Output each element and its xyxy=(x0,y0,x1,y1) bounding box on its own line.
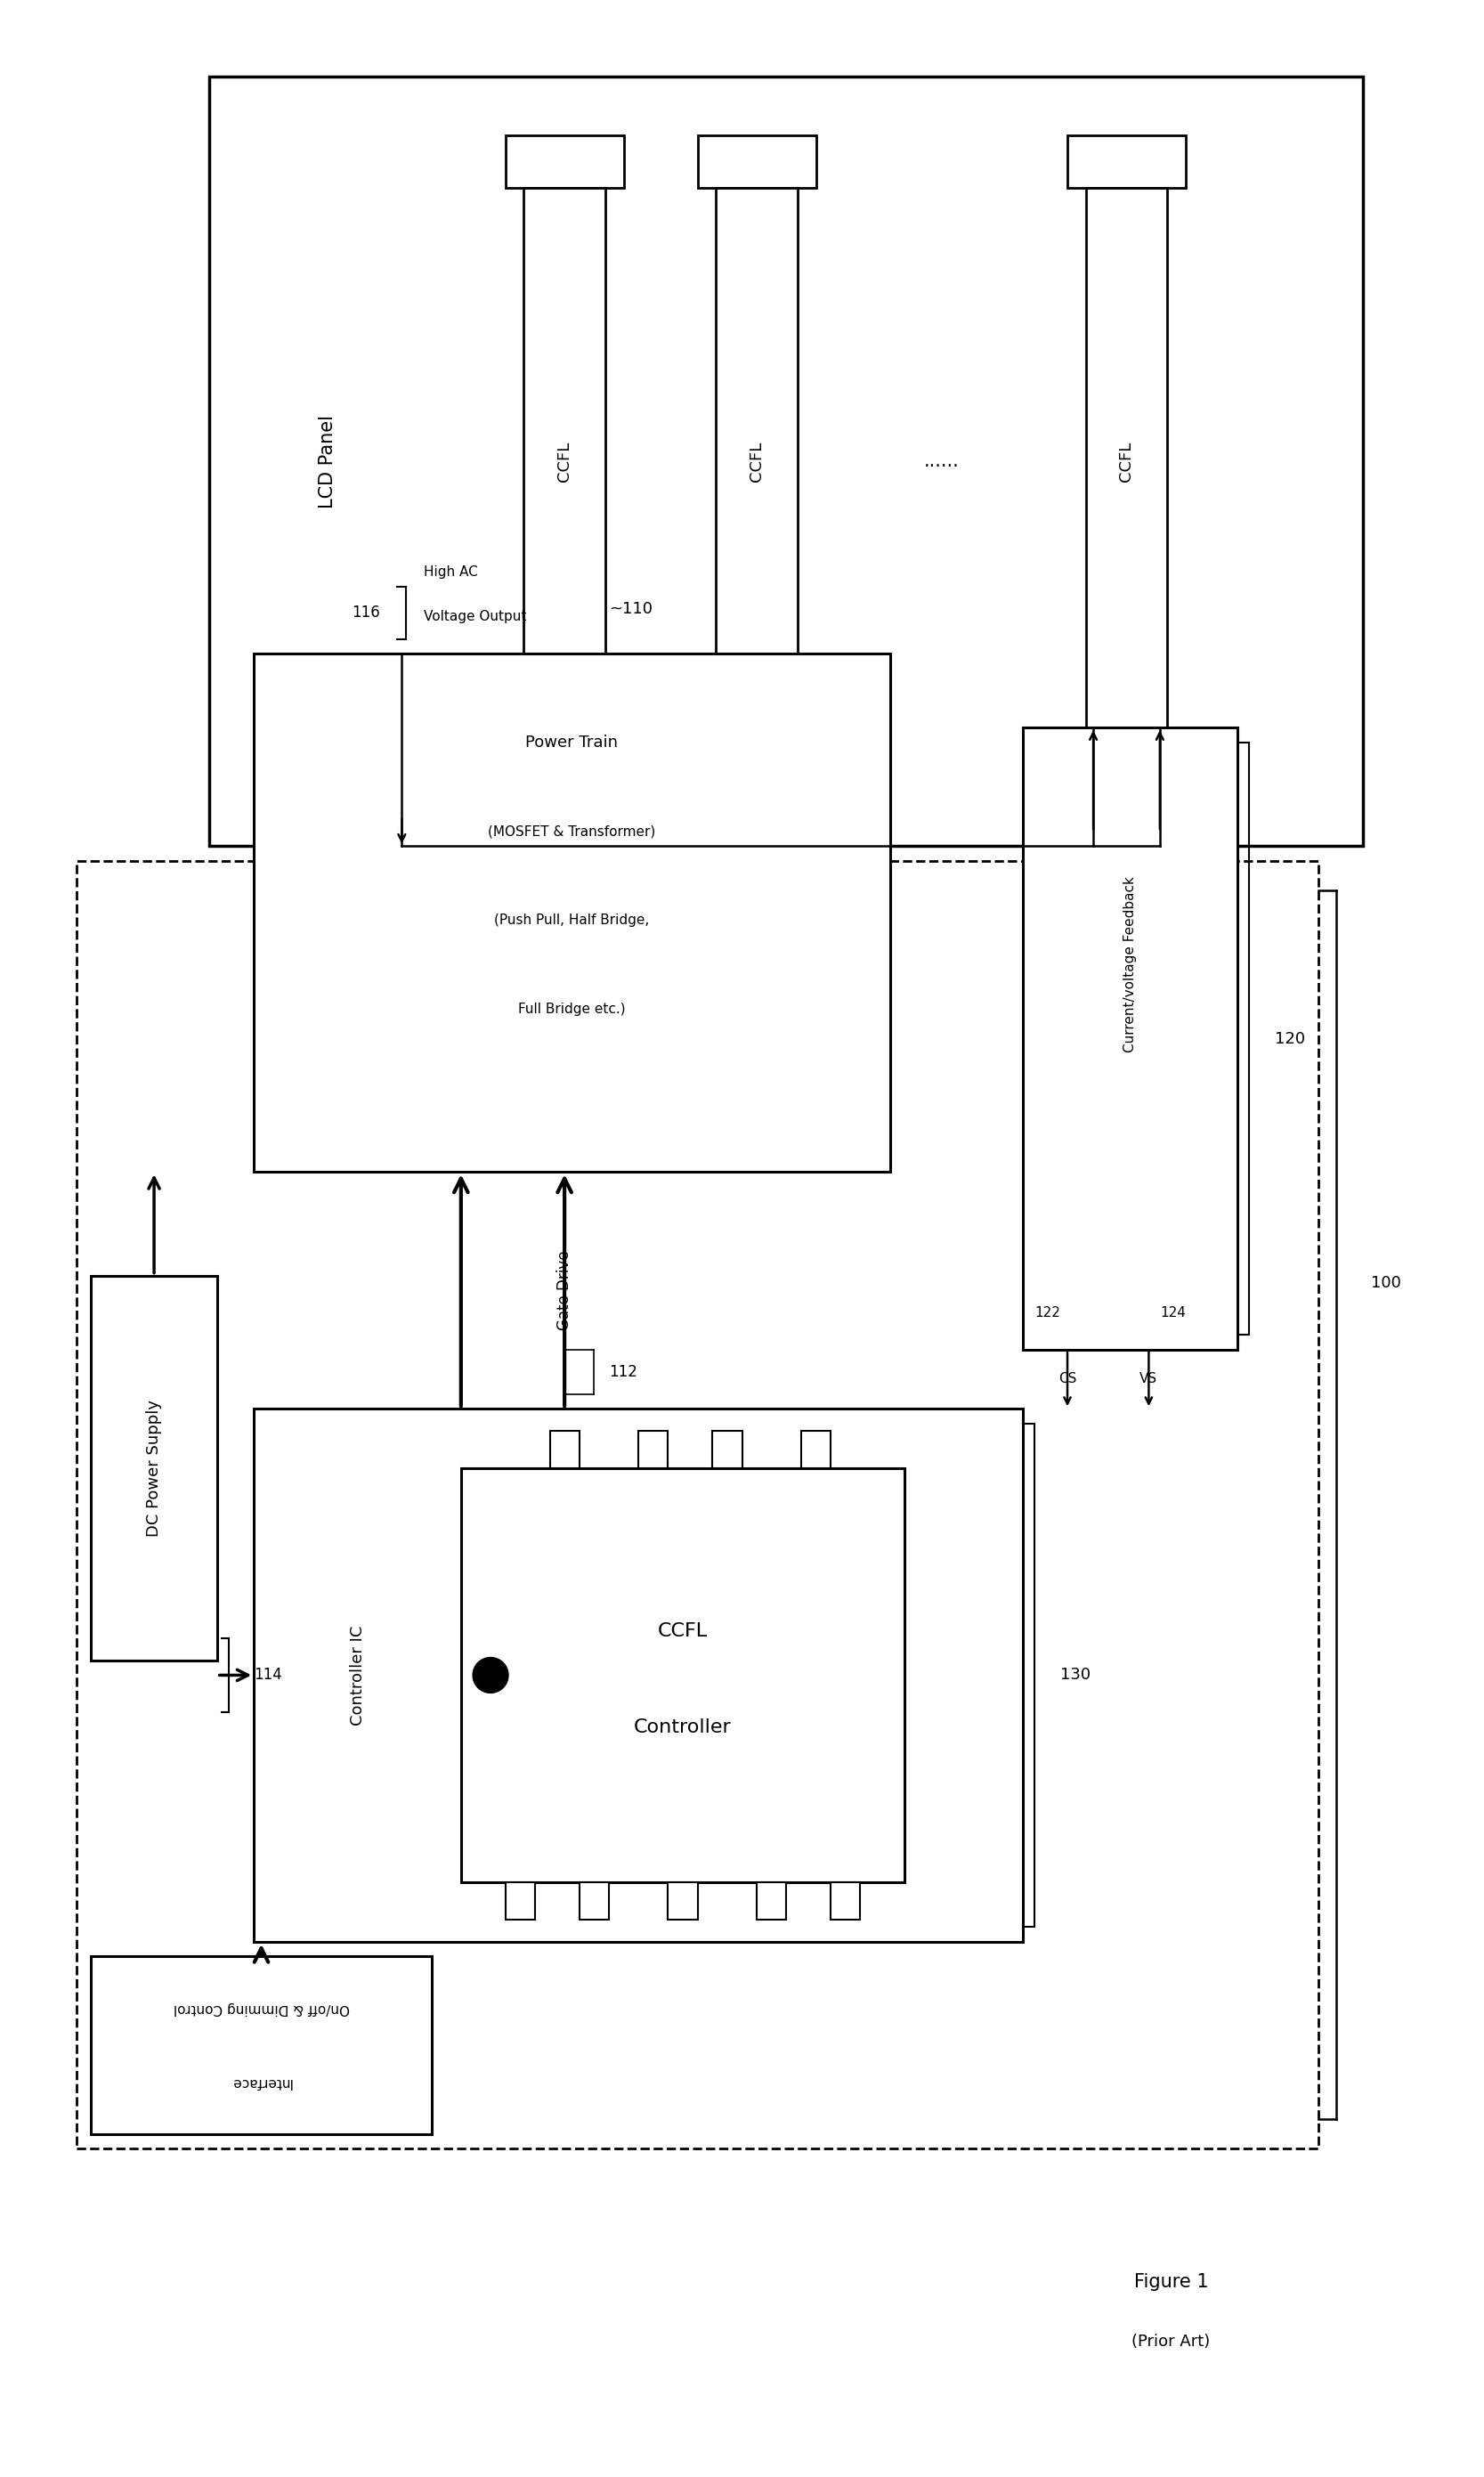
Text: CCFL: CCFL xyxy=(657,1622,708,1640)
Bar xyxy=(524,188,605,788)
Bar xyxy=(579,1883,608,1920)
Text: CCFL: CCFL xyxy=(749,441,764,481)
Bar xyxy=(549,1432,579,1469)
Text: 112: 112 xyxy=(608,1365,637,1380)
Text: Controller IC: Controller IC xyxy=(349,1625,365,1724)
Bar xyxy=(506,788,623,840)
Text: Figure 1: Figure 1 xyxy=(1134,2274,1208,2291)
Text: (MOSFET & Transformer): (MOSFET & Transformer) xyxy=(488,825,656,837)
Text: Power Train: Power Train xyxy=(525,736,619,751)
Bar xyxy=(209,77,1364,847)
Text: LCD Panel: LCD Panel xyxy=(319,414,337,508)
Text: ~110: ~110 xyxy=(610,602,653,617)
Text: Current/voltage Feedback: Current/voltage Feedback xyxy=(1123,877,1137,1053)
Bar xyxy=(1067,788,1186,840)
Bar xyxy=(668,1883,697,1920)
Text: 130: 130 xyxy=(1060,1667,1091,1684)
Bar xyxy=(1086,188,1168,788)
Text: Controller: Controller xyxy=(634,1719,732,1736)
Text: CCFL: CCFL xyxy=(1119,441,1135,481)
Bar xyxy=(91,1957,432,2135)
Bar xyxy=(831,1883,861,1920)
Text: CS: CS xyxy=(1058,1372,1076,1385)
Bar xyxy=(757,1883,787,1920)
Bar xyxy=(1022,728,1238,1350)
Bar xyxy=(462,1469,905,1883)
Bar xyxy=(697,788,816,840)
Circle shape xyxy=(473,1657,509,1692)
Text: CCFL: CCFL xyxy=(556,441,573,481)
Text: Interface: Interface xyxy=(230,2076,292,2088)
Text: Voltage Output: Voltage Output xyxy=(424,609,527,624)
Text: On/off & Dimming Control: On/off & Dimming Control xyxy=(174,2001,350,2014)
Text: DC Power Supply: DC Power Supply xyxy=(145,1400,162,1536)
Bar xyxy=(801,1432,831,1469)
Bar xyxy=(717,188,797,788)
Text: 120: 120 xyxy=(1275,1030,1304,1048)
Bar xyxy=(254,654,890,1172)
Text: 114: 114 xyxy=(254,1667,282,1684)
Text: Gate Drive: Gate Drive xyxy=(556,1251,573,1330)
Bar xyxy=(1067,136,1186,188)
Bar xyxy=(254,1409,1022,1942)
Text: 124: 124 xyxy=(1160,1305,1186,1320)
Bar xyxy=(506,1883,534,1920)
Bar xyxy=(712,1432,742,1469)
Bar xyxy=(91,1276,217,1660)
Bar xyxy=(697,136,816,188)
Text: 122: 122 xyxy=(1034,1305,1060,1320)
Text: 100: 100 xyxy=(1371,1276,1401,1291)
Bar xyxy=(638,1432,668,1469)
Bar xyxy=(506,136,623,188)
Text: (Prior Art): (Prior Art) xyxy=(1132,2333,1211,2348)
Text: ......: ...... xyxy=(925,453,959,471)
Text: Full Bridge etc.): Full Bridge etc.) xyxy=(518,1003,626,1016)
Text: 116: 116 xyxy=(352,604,380,619)
Bar xyxy=(76,862,1319,2150)
Text: (Push Pull, Half Bridge,: (Push Pull, Half Bridge, xyxy=(494,914,650,926)
Text: VS: VS xyxy=(1140,1372,1158,1385)
Text: High AC: High AC xyxy=(424,565,478,580)
